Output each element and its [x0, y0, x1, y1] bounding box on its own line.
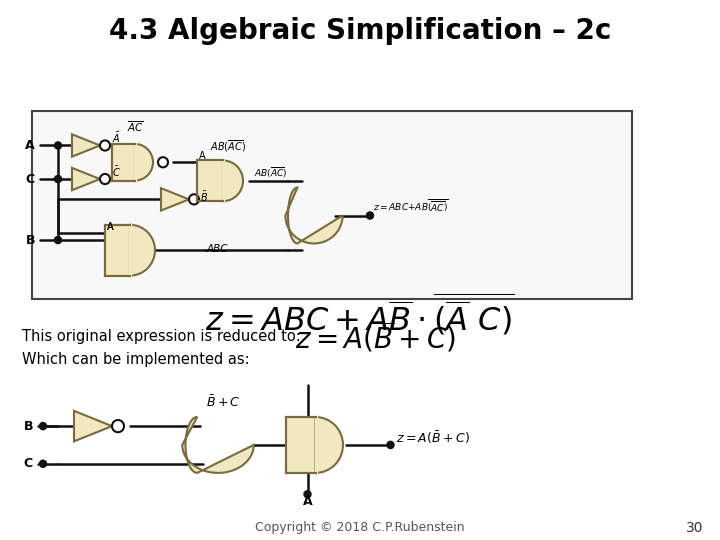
Text: A: A [302, 495, 312, 508]
Text: Copyright © 2018 C.P.Rubenstein: Copyright © 2018 C.P.Rubenstein [255, 521, 465, 534]
Text: 30: 30 [686, 521, 703, 535]
Circle shape [387, 441, 394, 449]
Text: A: A [107, 222, 114, 232]
Circle shape [100, 140, 110, 151]
Text: C: C [26, 173, 35, 186]
Polygon shape [74, 411, 112, 441]
Text: $z = A(\overline{B}+C)$: $z = A(\overline{B}+C)$ [295, 319, 456, 354]
Circle shape [304, 491, 311, 498]
Circle shape [40, 423, 47, 430]
Text: $AB(\overline{AC})$: $AB(\overline{AC})$ [254, 166, 287, 180]
Circle shape [55, 142, 61, 149]
Text: $\bar{C}$: $\bar{C}$ [112, 165, 121, 179]
Text: A: A [25, 139, 35, 152]
Wedge shape [135, 144, 153, 180]
Bar [197, 160, 223, 201]
Bar [286, 417, 315, 473]
Circle shape [366, 212, 374, 219]
Text: B: B [25, 233, 35, 247]
Text: B: B [24, 420, 33, 433]
Polygon shape [182, 417, 253, 473]
Polygon shape [72, 134, 100, 157]
Text: 4.3 Algebraic Simplification – 2c: 4.3 Algebraic Simplification – 2c [109, 17, 611, 45]
Text: This original expression is reduced to:: This original expression is reduced to: [22, 329, 301, 344]
Text: $\bar{A}$: $\bar{A}$ [112, 131, 120, 145]
Wedge shape [223, 160, 243, 201]
Text: $z{=}ABC{+}AB\overline{(\overline{AC})}$: $z{=}ABC{+}AB\overline{(\overline{AC})}$ [373, 198, 449, 215]
Text: Which can be implemented as:: Which can be implemented as: [22, 352, 250, 367]
Circle shape [189, 194, 199, 205]
Text: $z = ABC + A\overline{B} \cdot \overline{(\overline{A}\ C)}$: $z = ABC + A\overline{B} \cdot \overline… [205, 291, 515, 338]
Circle shape [158, 157, 168, 167]
Text: $\bar{B}$: $\bar{B}$ [200, 191, 208, 205]
Polygon shape [72, 168, 100, 190]
Circle shape [100, 174, 110, 184]
Bar [112, 144, 135, 180]
Text: A: A [107, 222, 114, 232]
Polygon shape [285, 187, 343, 244]
Polygon shape [161, 188, 189, 211]
Text: A: A [199, 151, 206, 161]
Text: ABC: ABC [207, 244, 228, 254]
Text: $AB(\overline{AC})$: $AB(\overline{AC})$ [210, 138, 246, 154]
Circle shape [112, 420, 124, 432]
Text: C: C [24, 457, 33, 470]
Text: $z = A(\bar{B} + C)$: $z = A(\bar{B} + C)$ [395, 429, 469, 446]
Circle shape [40, 460, 47, 467]
Circle shape [55, 237, 61, 244]
Circle shape [55, 176, 61, 183]
Bar [32, 111, 632, 299]
Text: $\bar{B} + C$: $\bar{B} + C$ [206, 394, 240, 410]
Wedge shape [130, 225, 155, 275]
Text: $\overline{AC}$: $\overline{AC}$ [127, 119, 143, 134]
Bar [105, 225, 130, 275]
Wedge shape [315, 417, 343, 473]
